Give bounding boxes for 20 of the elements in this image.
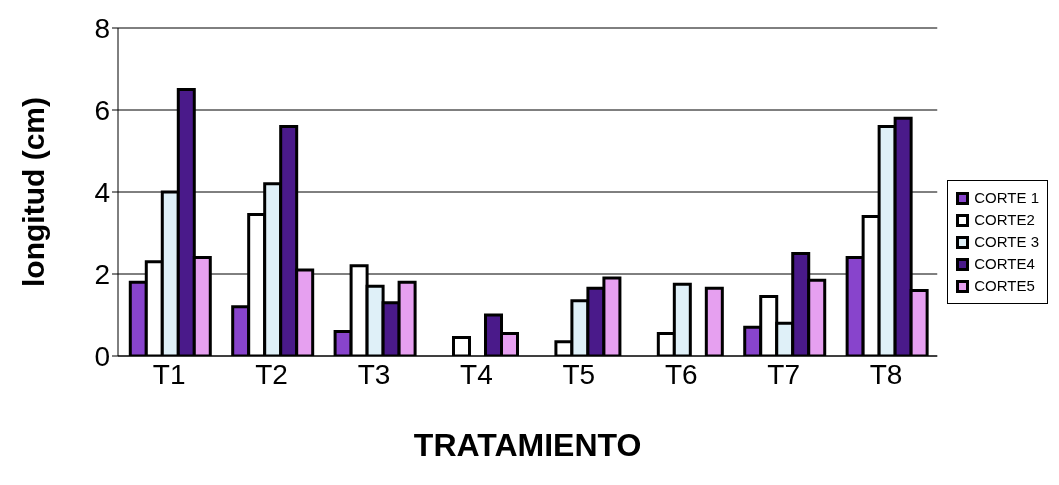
- y-tick-label: 2: [94, 258, 110, 290]
- legend-label: CORTE 3: [974, 232, 1039, 252]
- x-tick-label: T1: [152, 358, 186, 390]
- y-tick-label: 4: [94, 176, 110, 208]
- legend-label: CORTE5: [974, 276, 1035, 296]
- legend-label: CORTE 1: [974, 188, 1039, 208]
- y-tick-label: 8: [94, 12, 110, 44]
- x-tick-label: T2: [255, 358, 288, 390]
- legend-label: CORTE4: [974, 254, 1035, 274]
- x-tick-label: T8: [869, 358, 903, 390]
- x-tick-label: T3: [357, 358, 391, 390]
- y-tick-label: 0: [94, 340, 110, 372]
- x-tick-label: T4: [460, 358, 493, 390]
- x-axis-title: TRATAMIENTO: [413, 427, 642, 463]
- x-tick-label: T6: [664, 358, 698, 390]
- legend-label: CORTE2: [974, 210, 1035, 230]
- y-axis-title: longitud (cm): [16, 97, 50, 287]
- x-tick-label: T5: [562, 358, 596, 390]
- y-tick-label: 6: [94, 94, 110, 126]
- x-tick-label: T7: [767, 358, 800, 390]
